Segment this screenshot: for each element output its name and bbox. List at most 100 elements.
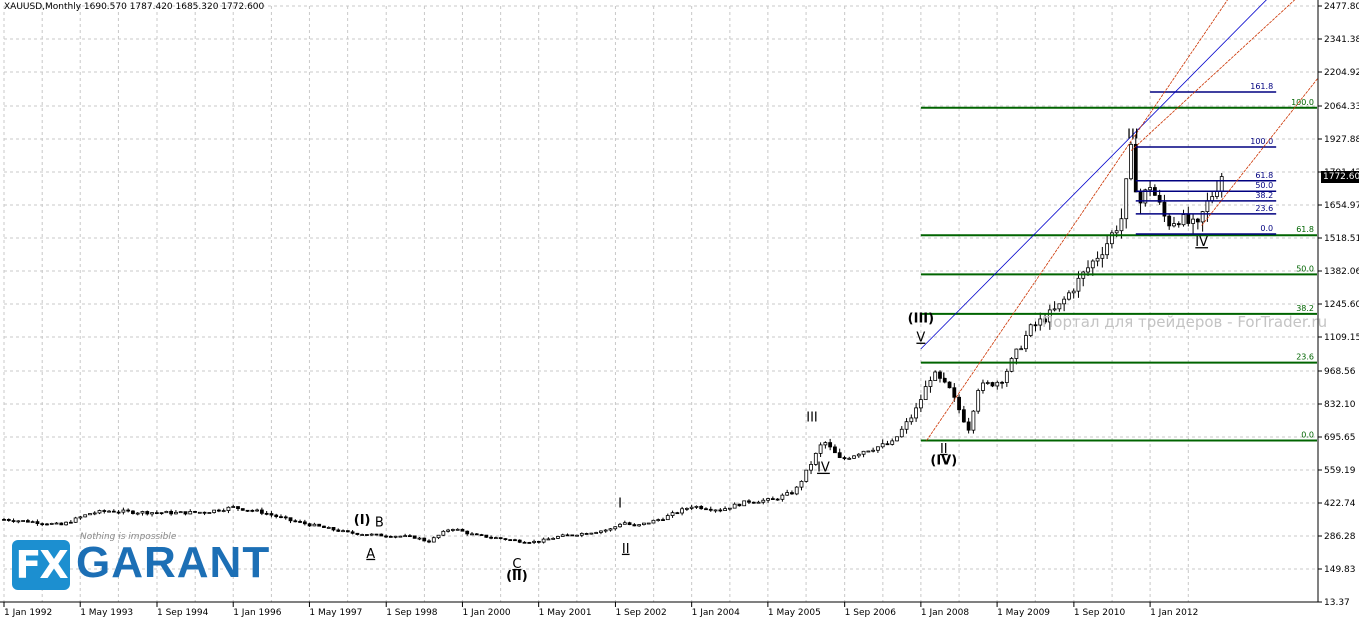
wave-label: III [806,410,818,425]
candle-body [551,537,556,540]
candle-body [279,516,283,519]
candle-body [560,534,565,537]
wave-label: (III) [908,311,934,326]
candle-body [632,524,637,527]
candle-body [708,508,713,511]
candle-body [684,507,689,510]
candle-body [818,444,823,454]
candle-body [145,511,150,515]
candle-body [885,443,890,446]
logo-slogan: Nothing is impossible [80,532,177,542]
candle-body [431,537,436,543]
candle-body [904,421,909,430]
candle-body [207,512,212,514]
candle-body [909,417,914,423]
y-tick-label: 2064.33 [1324,102,1359,112]
candle-body [1215,190,1219,197]
logo-name: GARANT [76,538,271,587]
candle-body [49,523,54,525]
x-tick-label: 1 Jan 2004 [692,608,740,618]
candle-body [178,511,183,514]
x-tick-label: 1 Sep 2006 [845,608,897,618]
candle-body [957,396,961,411]
candle-body [661,519,665,521]
candle-body [923,386,928,401]
candle-body [73,517,78,523]
x-tick-label: 1 May 2009 [997,608,1050,618]
candle-body [828,442,833,448]
candle-body [799,480,804,488]
candle-body [422,537,427,542]
candle-body [374,533,379,536]
candle-body [1200,211,1205,223]
candle-body [895,436,899,442]
candle-body [193,511,197,513]
x-tick-label: 1 Sep 1994 [157,608,209,618]
candle-body [1176,223,1181,226]
fib-level-label: 61.8 [1255,171,1273,180]
y-tick-label: 1109.15 [1324,333,1359,343]
y-tick-label: 286.28 [1324,532,1356,542]
y-tick-label: 422.74 [1324,499,1356,509]
candle-body [398,535,403,538]
candle-body [102,510,107,512]
candle-body [322,525,326,528]
fib-level-label: 61.8 [1296,225,1314,234]
candle-body [1000,381,1004,384]
candle-body [164,510,169,514]
candle-body [541,538,546,543]
x-tick-label: 1 May 2001 [539,608,592,618]
candle-body [971,410,976,431]
candle-body [412,535,417,539]
wave-label: B [375,516,384,531]
candle-body [933,371,938,381]
candle-body [575,534,579,537]
candle-body [312,523,317,527]
candle-body [794,486,799,495]
candle-body [240,508,245,511]
y-tick-label: 1518.51 [1324,234,1359,244]
candle-body [995,381,1000,387]
candle-body [1062,298,1067,305]
candle-body [393,535,398,538]
candle-body [928,380,933,387]
wave-label: II [940,442,948,457]
candle-body [202,511,207,514]
trendline [1201,77,1319,226]
candle-body [727,507,732,510]
y-tick-label: 2341.38 [1324,35,1359,45]
candle-body [742,500,747,507]
candle-body [131,510,135,514]
candle-body [274,514,279,518]
candle-body [350,531,355,534]
candle-body [1004,370,1009,383]
x-tick-label: 1 May 1993 [80,608,133,618]
candle-body [1105,243,1110,256]
wave-label: (II) [506,569,528,584]
candle-body [107,510,111,513]
candle-body [474,533,479,536]
candle-body [1143,189,1148,204]
candle-body [264,512,269,515]
candle-body [1148,187,1152,191]
candle-body [336,529,341,532]
candle-body [1086,267,1090,273]
candle-body [35,521,40,525]
x-tick-label: 1 Jan 1992 [4,608,52,618]
chart-title: XAUUSD,Monthly 1690.570 1787.420 1685.32… [4,2,265,12]
candle-body [546,538,551,541]
candle-body [675,512,680,515]
candle-body [766,498,770,501]
wave-label: IV [817,461,830,476]
candle-body [756,501,761,504]
candle-body [283,516,288,519]
candle-body [92,512,97,515]
candle-body [1057,303,1062,310]
candles [2,135,1224,545]
trendline [920,0,1267,350]
candle-body [307,523,312,527]
candle-body [408,535,412,538]
